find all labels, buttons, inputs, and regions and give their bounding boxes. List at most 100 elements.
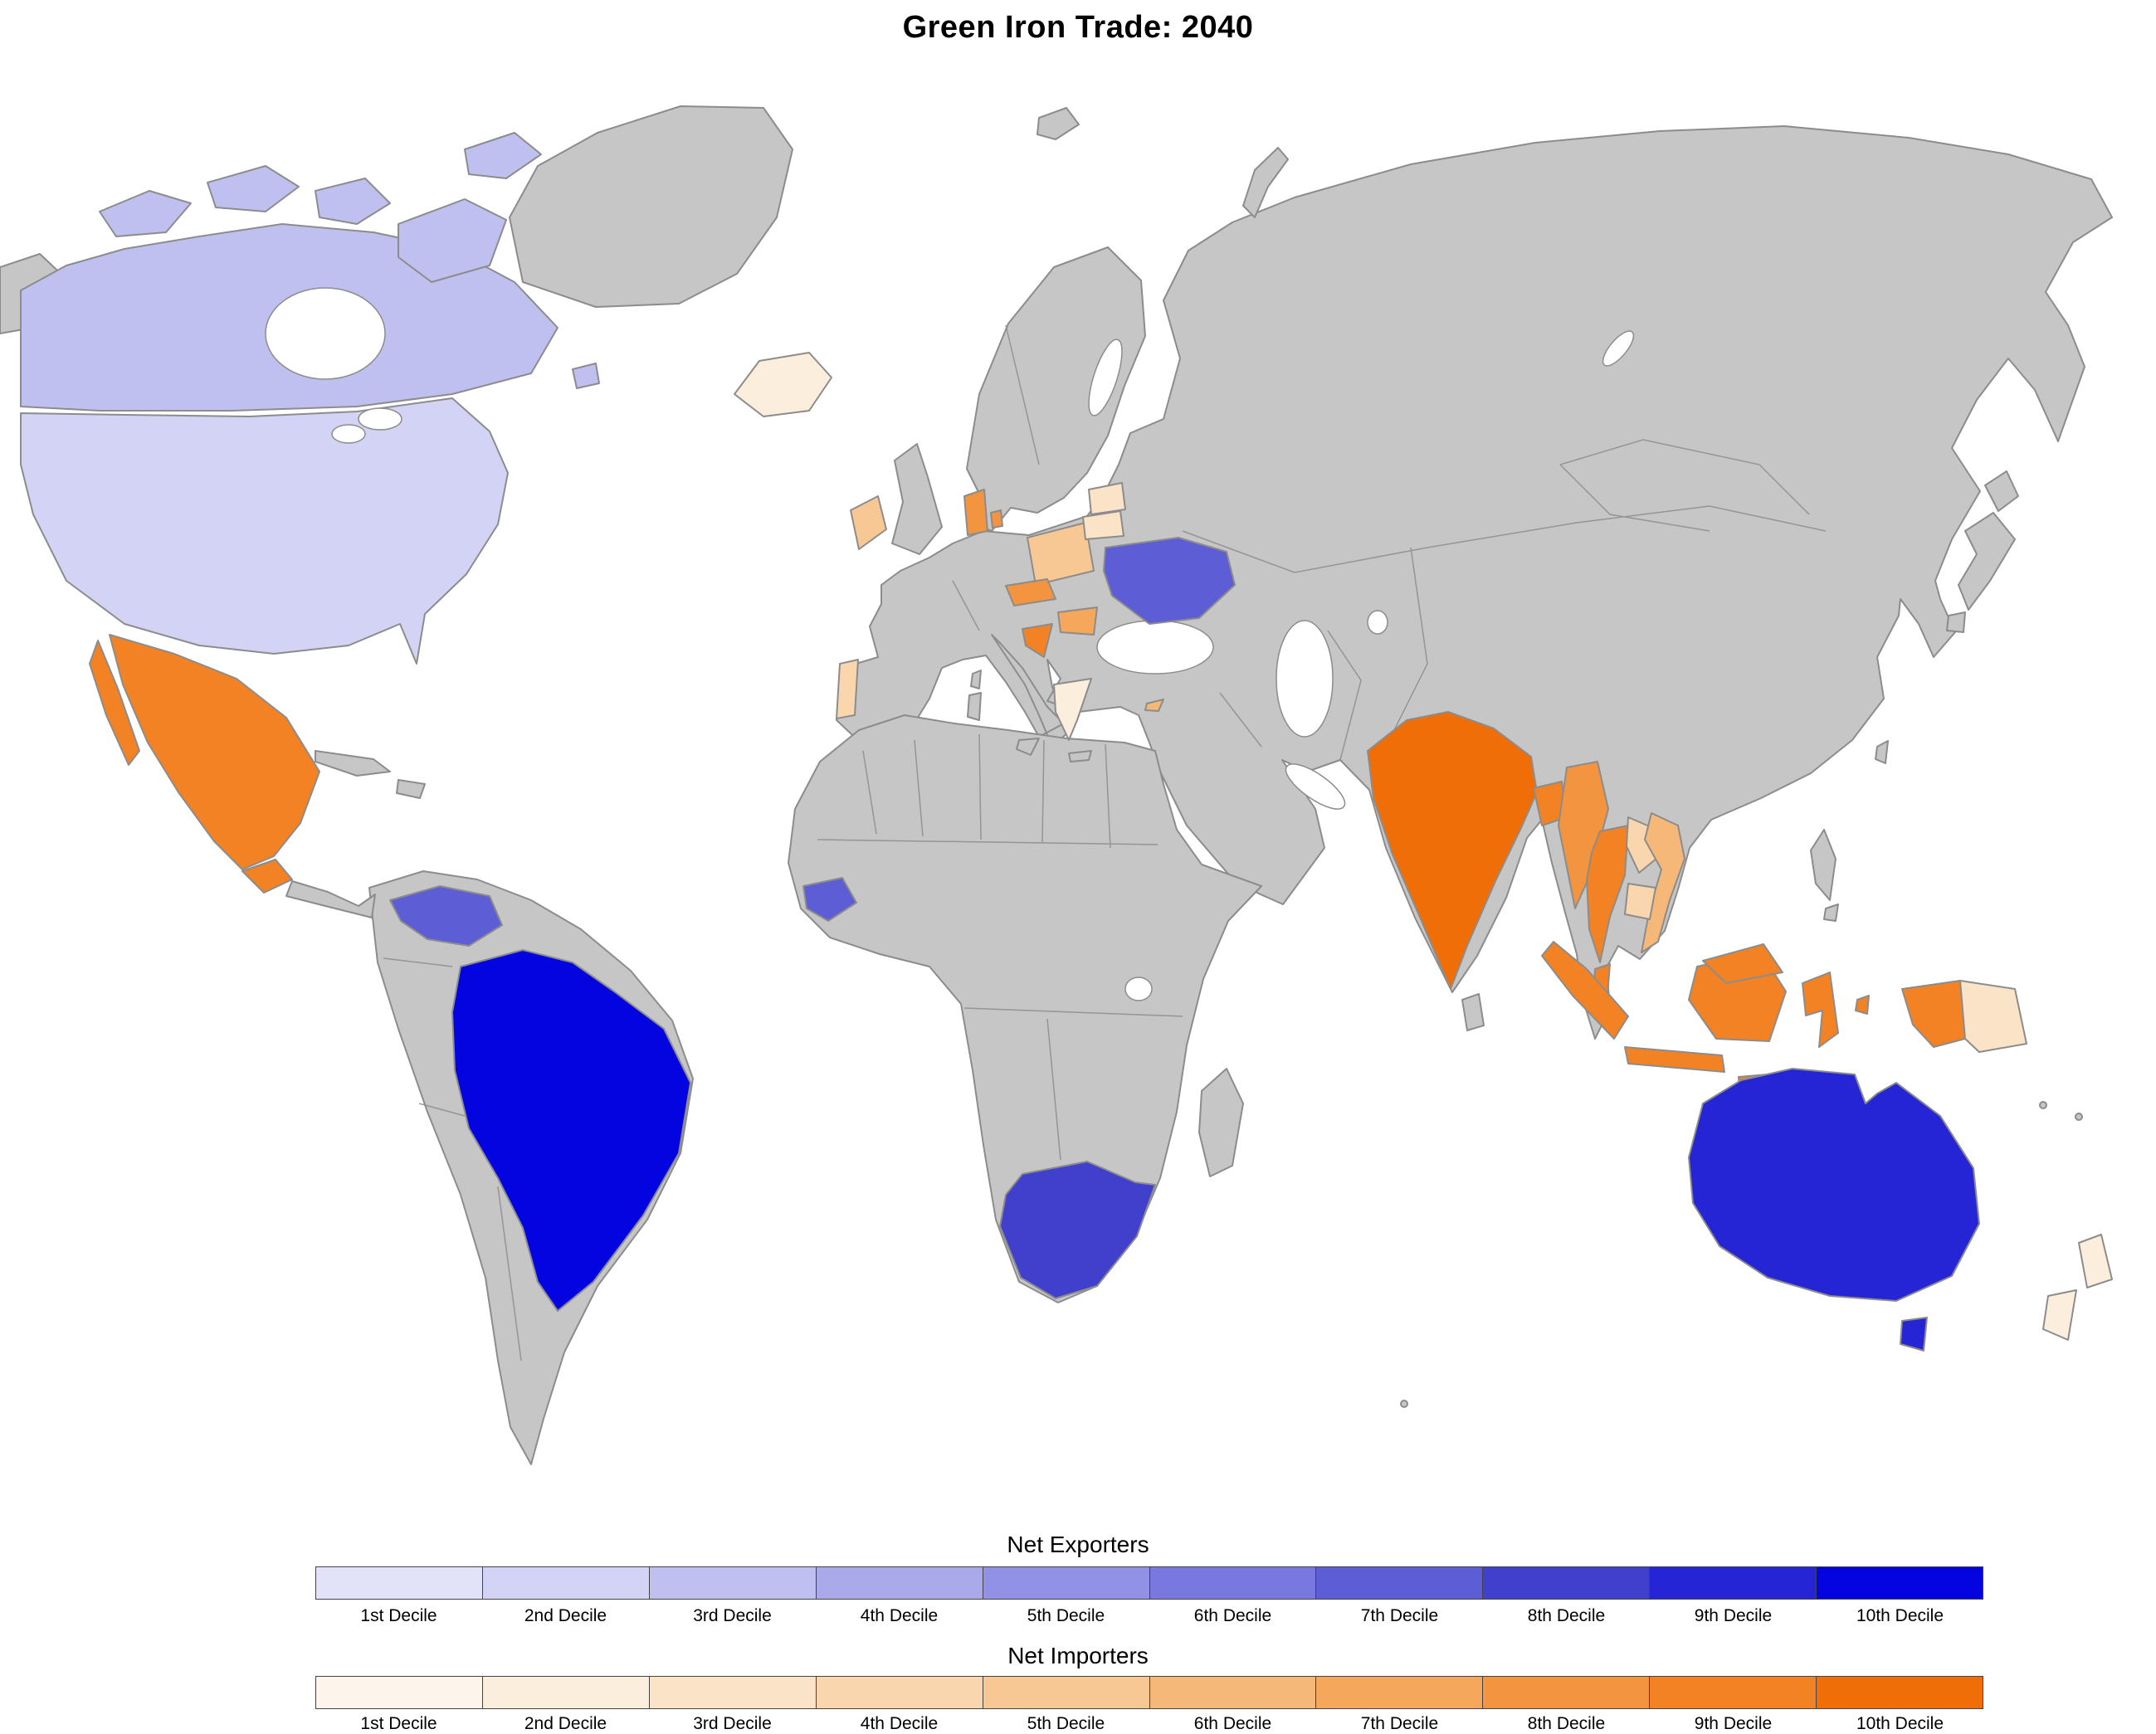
importers-decile-labels: 1st Decile 2nd Decile 3rd Decile 4th Decile…: [315, 1714, 1983, 1734]
country-malaysia-borneo: [1702, 943, 1783, 984]
importer-decile-1-swatch: [316, 1677, 482, 1708]
country-indonesia-java: [1624, 1046, 1725, 1073]
country-new-zealand-north: [2078, 1234, 2113, 1288]
exporter-decile-2-swatch: [481, 1567, 649, 1599]
net-importers-title: Net Importers: [1007, 1643, 1149, 1668]
decile-label: 6th Decile: [1193, 1714, 1272, 1733]
importers-colorbar: [315, 1676, 1983, 1709]
country-australia: [1688, 1068, 1980, 1302]
country-iceland: [734, 352, 832, 417]
island-madagascar: [1198, 1068, 1244, 1177]
great-lake: [358, 407, 402, 431]
country-hungary: [1057, 606, 1098, 636]
island-speck: [2075, 1113, 2083, 1121]
lake-victoria: [1124, 977, 1153, 1001]
country-portugal: [836, 659, 859, 719]
lake-baikal: [1602, 330, 1635, 367]
country-indonesia-west-papua: [1901, 980, 1966, 1048]
island-japan-honshu: [1958, 512, 2016, 611]
decile-label: 7th Decile: [1360, 1714, 1439, 1733]
landmass-greenland: [509, 105, 793, 308]
island-japan-hokkaido: [1984, 470, 2019, 512]
country-new-zealand-south: [2042, 1289, 2077, 1341]
importer-decile-4-swatch: [815, 1677, 983, 1708]
decile-label: 5th Decile: [1027, 1714, 1105, 1733]
importer-decile-2-swatch: [481, 1677, 649, 1708]
island-cuba: [315, 750, 391, 777]
net-exporters-title: Net Exporters: [1007, 1532, 1149, 1557]
decile-label: 3rd Decile: [693, 1606, 772, 1625]
country-vietnam: [1641, 812, 1685, 953]
aral-sea: [1367, 610, 1388, 635]
country-india: [1367, 711, 1538, 990]
importer-decile-8-swatch: [1482, 1677, 1650, 1708]
country-mexico-baja: [89, 640, 140, 766]
country-canada-island: [207, 165, 300, 212]
island-taiwan: [1875, 740, 1889, 764]
decile-label: 9th Decile: [1694, 1714, 1773, 1733]
island-sicily: [1016, 738, 1040, 756]
decile-label: 10th Decile: [1856, 1714, 1944, 1733]
country-usa: [20, 397, 509, 665]
landmass-eurasia: [836, 125, 2113, 1040]
landmass-central-america: [285, 880, 376, 918]
persian-gulf: [1285, 763, 1346, 810]
island-corsica: [970, 670, 982, 689]
country-canada-ellesmere: [464, 132, 542, 179]
island-philippines: [1810, 829, 1837, 901]
country-indonesia-maluku: [1855, 995, 1870, 1015]
country-cambodia: [1624, 883, 1656, 920]
country-poland: [1027, 522, 1095, 586]
island-sri-lanka: [1461, 993, 1485, 1031]
exporter-decile-9-swatch: [1649, 1567, 1817, 1599]
country-denmark-island: [990, 509, 1003, 528]
country-indonesia-sumatra: [1541, 941, 1629, 1040]
country-lithuania: [1082, 510, 1124, 540]
exporter-decile-1-swatch: [316, 1567, 482, 1599]
country-denmark: [963, 489, 988, 536]
decile-label: 5th Decile: [1027, 1606, 1105, 1625]
island-speck: [1400, 1400, 1408, 1408]
importer-decile-7-swatch: [1315, 1677, 1483, 1708]
country-canada-island: [99, 190, 192, 237]
figure-title: Green Iron Trade: 2040: [902, 10, 1254, 45]
exporter-decile-3-swatch: [648, 1567, 816, 1599]
country-canada-baffin: [398, 198, 507, 283]
importer-decile-5-swatch: [982, 1677, 1149, 1708]
country-latvia: [1088, 482, 1126, 515]
decile-label: 4th Decile: [860, 1606, 939, 1625]
importer-decile-10-swatch: [1816, 1677, 1983, 1708]
decile-label: 2nd Decile: [524, 1714, 607, 1733]
country-ireland: [850, 495, 887, 550]
exporter-decile-7-swatch: [1315, 1567, 1483, 1599]
island-philippines-south: [1823, 904, 1839, 922]
island-sardinia: [967, 692, 982, 721]
gulf-of-bothnia: [1088, 339, 1123, 416]
country-greece: [1053, 678, 1092, 741]
importer-decile-3-swatch: [648, 1677, 816, 1708]
country-guatemala: [241, 859, 293, 894]
exporter-decile-5-swatch: [982, 1567, 1149, 1599]
island-japan-kyushu: [1946, 611, 1966, 633]
country-australia-tasmania: [1900, 1317, 1928, 1352]
decile-label: 3rd Decile: [693, 1714, 772, 1733]
country-venezuela: [389, 885, 503, 947]
country-south-africa: [999, 1161, 1156, 1299]
decile-label: 7th Decile: [1360, 1606, 1439, 1625]
country-czechia: [1005, 578, 1056, 606]
country-indonesia-sulawesi: [1802, 972, 1839, 1048]
country-ukraine: [1103, 537, 1236, 625]
country-croatia: [1022, 623, 1053, 658]
island-speck: [2039, 1101, 2047, 1109]
decile-label: 1st Decile: [360, 1714, 437, 1733]
country-canada-newfoundland: [572, 363, 600, 389]
decile-label: 9th Decile: [1694, 1606, 1773, 1625]
landmass-united-kingdom: [891, 443, 943, 555]
island-crete: [1068, 750, 1092, 762]
decile-label: 1st Decile: [360, 1606, 437, 1625]
decile-label: 4th Decile: [860, 1714, 939, 1733]
country-papua-new-guinea: [1959, 980, 2027, 1053]
importer-decile-6-swatch: [1149, 1677, 1316, 1708]
